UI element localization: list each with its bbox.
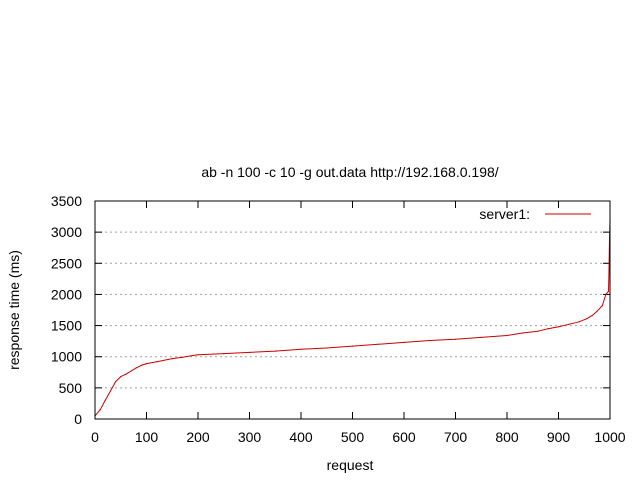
y-tick-label: 2000 <box>51 286 82 302</box>
series-point <box>120 376 122 378</box>
series-point <box>326 347 328 349</box>
series-point <box>377 343 379 345</box>
x-tick-label: 500 <box>341 429 365 445</box>
series-point <box>192 354 194 357</box>
series-point <box>454 338 457 340</box>
series-point <box>135 367 137 369</box>
series-point <box>145 363 148 365</box>
series-point <box>429 339 431 342</box>
series-point <box>578 321 580 323</box>
series-point <box>605 293 607 295</box>
x-tick-label: 900 <box>547 429 571 445</box>
series-point <box>547 328 549 330</box>
x-tick-label: 100 <box>135 429 159 445</box>
x-tick-label: 600 <box>392 429 416 445</box>
series-point <box>591 315 593 317</box>
chart-title: ab -n 100 -c 10 -g out.data http://192.1… <box>201 164 498 180</box>
series-point <box>300 348 302 350</box>
series-point <box>521 332 524 334</box>
series-point <box>248 351 251 353</box>
y-tick-label: 3000 <box>51 224 82 240</box>
series-point <box>607 290 610 292</box>
series-point <box>537 330 539 332</box>
series-point <box>140 364 142 366</box>
y-tick-label: 500 <box>59 380 83 396</box>
series-point <box>557 326 560 328</box>
legend: server1: <box>479 206 591 222</box>
grid-lines <box>95 231 610 389</box>
x-axis-label: request <box>327 457 374 473</box>
y-tick-label: 1500 <box>51 318 82 334</box>
series-point <box>197 354 199 356</box>
y-tick-label: 0 <box>74 411 82 427</box>
x-tick-label: 800 <box>495 429 519 445</box>
series-line-server1 <box>94 219 611 417</box>
series-point <box>601 305 603 307</box>
series-point <box>182 356 184 358</box>
series-point <box>480 336 482 338</box>
series-point <box>223 353 225 355</box>
y-tick-label: 3500 <box>51 193 82 209</box>
series-point <box>99 409 101 411</box>
series-point <box>403 341 405 343</box>
series-point <box>156 361 158 363</box>
series-point <box>130 370 132 372</box>
x-tick-label: 400 <box>289 429 313 445</box>
legend-label-server1: server1: <box>479 206 530 222</box>
y-tick-label: 2500 <box>51 255 82 271</box>
series-point <box>568 323 570 325</box>
series-point <box>506 334 508 337</box>
x-tick-label: 700 <box>444 429 468 445</box>
series-point <box>586 318 588 320</box>
series-point <box>125 373 127 375</box>
series-point <box>596 310 598 312</box>
series-point <box>109 390 112 392</box>
series-point <box>104 399 106 401</box>
plot-frame <box>94 200 611 420</box>
series-point <box>351 345 354 347</box>
x-tick-label: 300 <box>238 429 262 445</box>
y-axis-label: response time (ms) <box>6 250 22 370</box>
series-point <box>171 358 173 360</box>
x-tick-label: 200 <box>186 429 210 445</box>
x-tick-label: 1000 <box>594 429 625 445</box>
x-tick-label: 0 <box>91 429 99 445</box>
series-layer <box>94 219 611 417</box>
series-point <box>115 381 117 383</box>
series-point <box>608 268 610 271</box>
axis-ticks: 0 500 1000 1500 2000 2500 3000 3500 0 100 200 300 40… <box>51 193 626 445</box>
y-tick-label: 1000 <box>51 349 82 365</box>
series-point <box>274 350 276 352</box>
